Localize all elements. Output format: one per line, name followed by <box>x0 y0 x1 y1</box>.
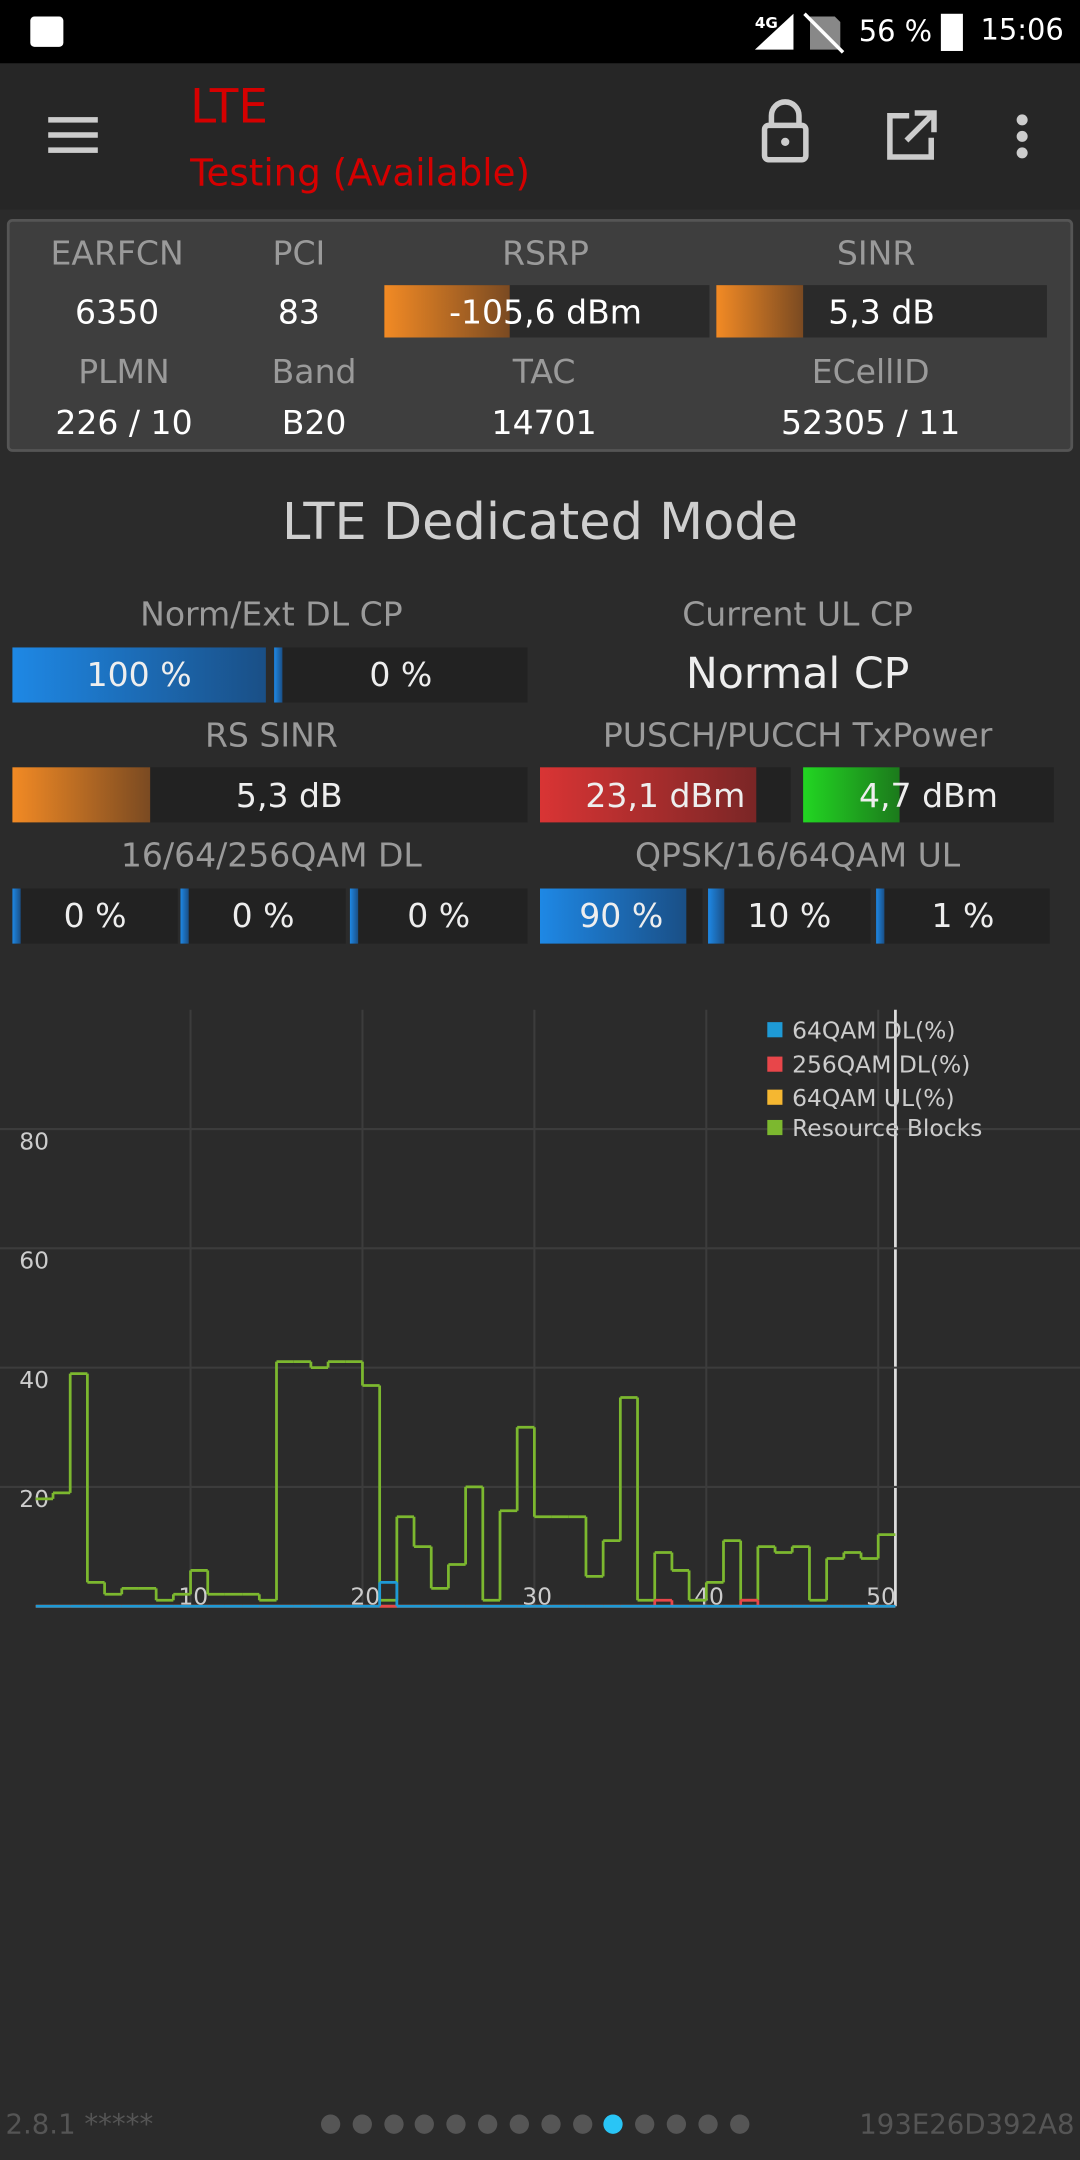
metric-value: 4,7 dBm <box>859 776 998 815</box>
cell-info-value: -105,6 dBm <box>449 293 642 332</box>
y-tick-label: 80 <box>19 1127 49 1155</box>
cell-info-value: 14701 <box>492 403 597 442</box>
cell-info-label: Band <box>272 352 357 391</box>
tx-power-bar-fill <box>803 767 900 823</box>
legend-label: 64QAM DL(%) <box>792 1016 955 1044</box>
percent-bar-fill <box>349 888 359 944</box>
clock: 15:06 <box>980 13 1063 47</box>
section-title: LTE Dedicated Mode <box>282 493 798 552</box>
legend-label: 256QAM DL(%) <box>792 1051 970 1079</box>
status-bar <box>0 0 1080 64</box>
app-version: 2.8.1 ***** <box>6 2109 154 2141</box>
percent-bar-label: 0 % <box>407 896 470 935</box>
metric-value: Normal CP <box>686 649 910 699</box>
battery-icon <box>940 13 963 51</box>
cell-info-label: ECellID <box>812 352 930 391</box>
y-tick-label: 40 <box>19 1366 49 1394</box>
metric-label: PUSCH/PUCCH TxPower <box>603 715 993 754</box>
rsrp-bar-fill <box>384 285 510 338</box>
toolbar-subtitle: Testing (Available) <box>189 150 530 194</box>
page-indicator[interactable] <box>320 2114 750 2134</box>
percent-bar <box>708 888 871 944</box>
percent-bar-label: 100 % <box>87 655 192 694</box>
cell-info-label: PLMN <box>78 352 170 391</box>
network-type: 4G <box>755 14 778 32</box>
metric-value: 5,3 dB <box>236 776 343 815</box>
gallery-icon <box>30 16 64 47</box>
legend-swatch <box>767 1056 783 1072</box>
percent-bar <box>876 888 1050 944</box>
legend-label: Resource Blocks <box>792 1114 982 1142</box>
metric-label: Norm/Ext DL CP <box>140 594 403 633</box>
tx-power-bar-fill <box>540 767 757 823</box>
cell-info-value: 83 <box>278 293 320 332</box>
device-id: 193E26D392A8 <box>859 2109 1074 2141</box>
percent-bar-fill <box>708 888 725 944</box>
cell-info-label: TAC <box>512 352 576 391</box>
cell-info-value: B20 <box>282 403 347 442</box>
metric-label: RS SINR <box>205 715 338 754</box>
legend-swatch <box>767 1022 783 1038</box>
cell-info-label: PCI <box>273 233 326 272</box>
cell-info-label: SINR <box>837 233 915 272</box>
toolbar-title: LTE <box>190 81 268 135</box>
cell-info-value: 5,3 dB <box>828 293 935 332</box>
battery-level: 56 % <box>859 14 932 48</box>
cell-info-label: EARFCN <box>50 233 183 272</box>
metric-label: 16/64/256QAM DL <box>121 835 423 874</box>
metric-value: 23,1 dBm <box>585 776 745 815</box>
overflow-menu-button[interactable] <box>1016 114 1028 159</box>
percent-bar-fill <box>12 647 266 703</box>
rs-sinr-bar-fill <box>12 767 151 823</box>
percent-bar-fill <box>540 888 687 944</box>
legend-label: 64QAM UL(%) <box>792 1084 955 1112</box>
percent-bar <box>12 888 178 944</box>
menu-button[interactable] <box>48 117 98 153</box>
percent-bar-label: 0 % <box>64 896 127 935</box>
legend-swatch <box>767 1089 783 1105</box>
percent-bar-label: 0 % <box>232 896 295 935</box>
cell-info-value: 226 / 10 <box>55 403 192 442</box>
percent-bar <box>180 888 346 944</box>
sim-slash <box>803 12 845 54</box>
percent-bar-fill <box>274 647 283 703</box>
cell-info-label: RSRP <box>502 233 589 272</box>
percent-bar-fill <box>180 888 189 944</box>
percent-bar-label: 1 % <box>931 896 994 935</box>
legend-swatch <box>767 1119 783 1136</box>
percent-bar <box>274 647 528 703</box>
percent-bar-label: 10 % <box>747 896 831 935</box>
percent-bar-label: 0 % <box>369 655 432 694</box>
metric-label: Current UL CP <box>682 594 913 633</box>
cell-info-value: 52305 / 11 <box>781 403 960 442</box>
cell-info-value: 6350 <box>75 293 159 332</box>
metric-label: QPSK/16/64QAM UL <box>635 835 961 874</box>
percent-bar-fill <box>12 888 21 944</box>
y-tick-label: 60 <box>19 1247 49 1275</box>
open-external-button[interactable] <box>887 110 937 160</box>
percent-bar <box>349 888 528 944</box>
lock-button[interactable] <box>761 99 809 163</box>
percent-bar-label: 90 % <box>579 896 663 935</box>
toolbar <box>0 63 1080 210</box>
sinr-bar-fill <box>716 285 804 338</box>
percent-bar-fill <box>876 888 885 944</box>
